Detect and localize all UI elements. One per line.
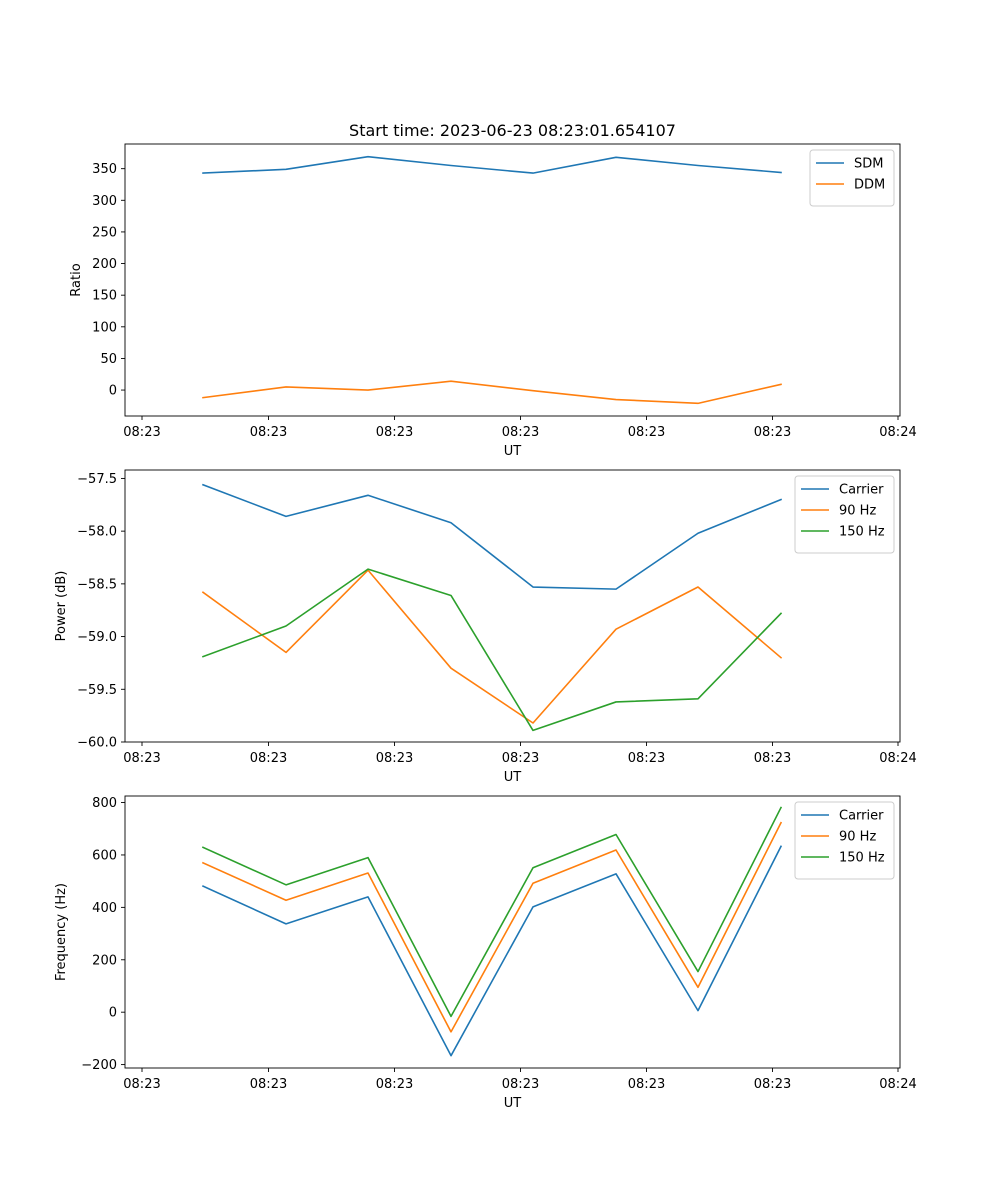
y-axis-label: Frequency (Hz)	[54, 883, 69, 981]
series-line-carrier	[201, 845, 783, 1057]
y-tick-label: −200	[81, 1058, 117, 1073]
x-tick-label: 08:23	[123, 425, 160, 440]
y-tick-label: −57.5	[77, 472, 117, 487]
x-tick-label: 08:23	[754, 425, 791, 440]
y-tick-label: 200	[92, 953, 117, 968]
x-tick-label: 08:23	[376, 751, 413, 766]
figure-title: Start time: 2023-06-23 08:23:01.654107	[349, 121, 676, 140]
y-tick-label: 350	[92, 162, 117, 177]
y-tick-label: 600	[92, 848, 117, 863]
legend-box	[794, 801, 895, 880]
x-tick-label: 08:23	[754, 1077, 791, 1092]
y-tick-label: 150	[92, 289, 117, 304]
y-tick-label: 0	[109, 384, 117, 399]
y-tick-label: 250	[92, 225, 117, 240]
legend-box	[809, 149, 895, 207]
y-tick-label: 400	[92, 901, 117, 916]
legend: Carrier 90 Hz 150 Hz	[794, 801, 895, 880]
legend-label: Carrier	[839, 483, 884, 498]
x-tick-label: 08:23	[628, 1077, 665, 1092]
subplots: 08:23 08:23 08:23 08:23 08:23 08:23 08:24 0 50 10…	[54, 143, 917, 1111]
x-tick-label: 08:23	[754, 751, 791, 766]
y-tick-label: −60.0	[77, 736, 117, 751]
y-tick-label: 200	[92, 257, 117, 272]
legend-label: 150 Hz	[839, 525, 885, 540]
legend-label: Carrier	[839, 809, 884, 824]
axes-frame	[124, 469, 901, 743]
y-tick-label: 50	[100, 352, 117, 367]
x-tick-label: 08:23	[628, 751, 665, 766]
series-line-90-hz	[201, 569, 783, 724]
legend: Carrier 90 Hz 150 Hz	[794, 475, 895, 554]
x-tick-label: 08:23	[250, 751, 287, 766]
series-line-90-hz	[201, 821, 783, 1033]
x-tick-label: 08:23	[502, 1077, 539, 1092]
y-tick-label: 800	[92, 796, 117, 811]
y-tick-label: 300	[92, 194, 117, 209]
legend-label: DDM	[854, 178, 885, 193]
series-line-150-hz	[201, 806, 783, 1018]
series-line-150-hz	[201, 568, 783, 732]
x-axis-label: UT	[504, 1096, 522, 1111]
legend-box	[794, 475, 895, 554]
y-tick-label: 0	[109, 1006, 117, 1021]
y-axis-label: Ratio	[69, 263, 84, 296]
series-line-sdm	[202, 155, 782, 174]
x-tick-label: 08:23	[250, 1077, 287, 1092]
x-tick-label: 08:23	[502, 425, 539, 440]
subplot-3: 08:23 08:23 08:23 08:23 08:23 08:23 08:24 −200 0…	[54, 795, 917, 1111]
x-tick-label: 08:23	[502, 751, 539, 766]
subplot-1: 08:23 08:23 08:23 08:23 08:23 08:23 08:24 0 50 10…	[69, 143, 917, 459]
y-tick-label: −59.5	[77, 683, 117, 698]
y-tick-label: −58.5	[77, 577, 117, 592]
legend-label: SDM	[854, 157, 883, 172]
x-axis-label: UT	[504, 444, 522, 459]
y-tick-label: 100	[92, 320, 117, 335]
x-tick-label: 08:24	[879, 751, 916, 766]
y-axis-label: Power (dB)	[54, 571, 69, 642]
x-tick-label: 08:23	[376, 425, 413, 440]
legend: SDM DDM	[809, 149, 895, 207]
axes-frame	[124, 143, 901, 417]
y-tick-label: −59.0	[77, 630, 117, 645]
subplot-2: 08:23 08:23 08:23 08:23 08:23 08:23 08:24 −60.0…	[54, 469, 917, 785]
x-tick-label: 08:23	[628, 425, 665, 440]
x-tick-label: 08:24	[879, 1077, 916, 1092]
x-tick-label: 08:24	[879, 425, 916, 440]
series-line-carrier	[201, 483, 783, 590]
x-tick-label: 08:23	[376, 1077, 413, 1092]
legend-label: 150 Hz	[839, 851, 885, 866]
x-tick-label: 08:23	[123, 751, 160, 766]
x-tick-label: 08:23	[250, 425, 287, 440]
axes-frame	[124, 795, 901, 1069]
legend-label: 90 Hz	[839, 830, 876, 845]
y-tick-label: −58.0	[77, 525, 117, 540]
x-axis-label: UT	[504, 770, 522, 785]
legend-label: 90 Hz	[839, 504, 876, 519]
x-tick-label: 08:23	[123, 1077, 160, 1092]
series-line-ddm	[202, 380, 782, 405]
